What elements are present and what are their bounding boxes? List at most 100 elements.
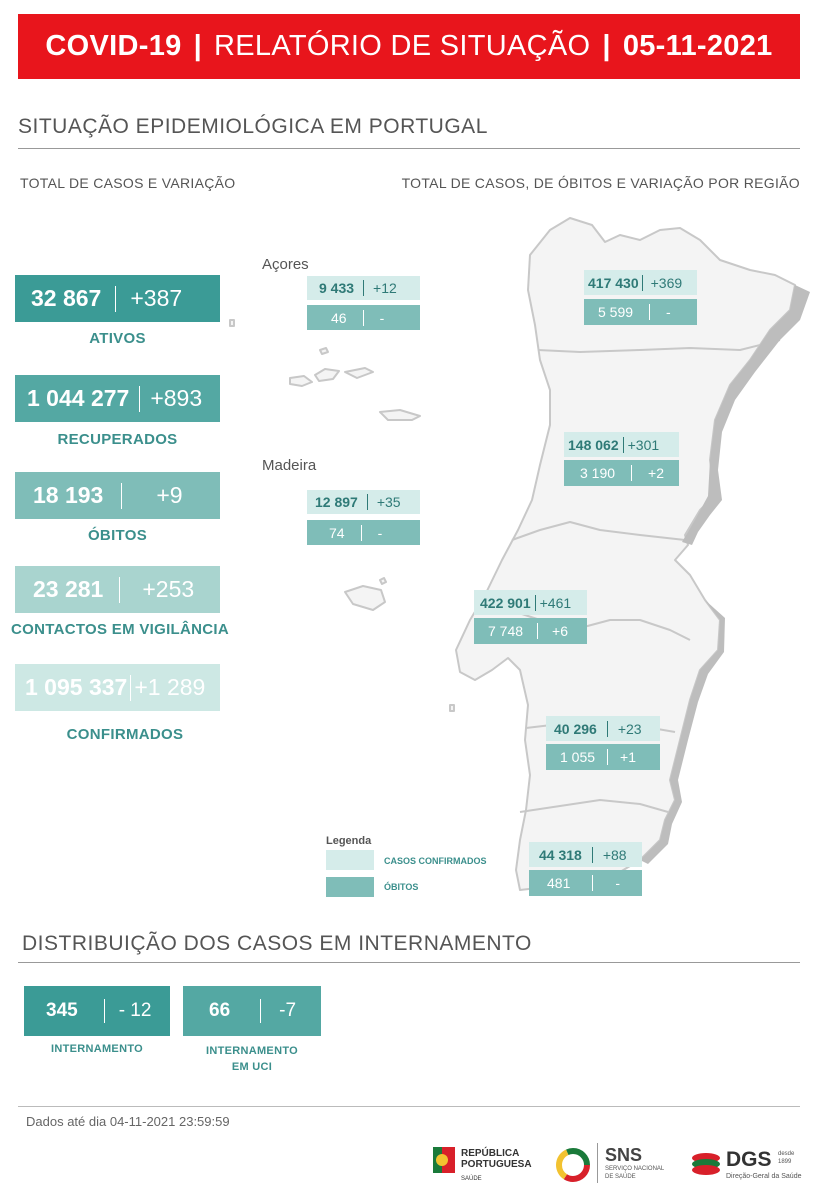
region-deaths-value: 7 748 [488,623,524,639]
azores-island [319,347,329,355]
region-border [537,339,781,353]
azores-island [379,409,421,421]
kpi-value: 23 281 [33,576,104,602]
kpi-label-obitos: ÓBITOS [87,527,148,544]
dgs-text: DGS [726,1148,772,1171]
sns-text: SNS [605,1145,643,1165]
legend-label-confirmed: CASOS CONFIRMADOS [384,856,487,866]
region-deaths-delta: +1 [620,749,637,765]
region-norte-deaths: 5 599 - [584,299,697,325]
region-divider [362,309,364,326]
region-border [511,521,686,541]
portugal-map [229,217,810,891]
legend-swatch-deaths [326,877,374,897]
region-cases-value: 12 897 [315,494,358,510]
hospital-delta: -7 [279,1000,297,1021]
kpi-divider [130,674,132,701]
azores-island [229,319,235,327]
region-cases-value: 417 430 [588,274,639,291]
region-madeira-deaths: 74 - [307,520,420,545]
kpi-label-confirmados: CONFIRMADOS [66,726,184,743]
hospital-value: 66 [209,1000,231,1021]
region-cases-value: 148 062 [568,436,619,453]
kpi-delta: +9 [156,482,183,508]
kpi-value: 1 095 337 [25,674,128,700]
region-acores-deaths: 46 - [307,305,420,330]
section-divider [18,148,800,149]
region-divider [537,623,539,639]
kpi-value: 32 867 [31,285,102,311]
hospital-label-internamento: INTERNAMENTO [24,1041,170,1057]
sns-line2: DE SAÚDE [605,1174,636,1180]
kpi-label-recuperados: RECUPERADOS [57,431,178,448]
madeira-island [449,704,455,712]
sns-line1: SERVIÇO NACIONAL [605,1166,665,1172]
legend-label-deaths: ÓBITOS [384,882,419,892]
azores-island [289,375,313,387]
label-madeira: Madeira [262,457,317,474]
region-deaths-value: 74 [329,524,345,541]
region-cases-value: 44 318 [539,846,582,863]
region-alentejo-cases: 40 296 +23 [546,716,660,741]
region-lvt-cases: 422 901 +461 [474,590,587,615]
region-centro-deaths: 3 190 +2 [564,460,679,486]
dgs-subtitle: Direção-Geral da Saúde [726,1173,802,1180]
region-madeira-cases: 12 897 +35 [307,490,420,514]
flag-shield-icon [433,1147,455,1173]
kpi-value: 18 193 [33,482,104,508]
section-title-epidemiological: SITUAÇÃO EPIDEMIOLÓGICA EM PORTUGAL [18,115,488,138]
header-subtitle: RELATÓRIO DE SITUAÇÃO [214,30,591,62]
subheading-regions: TOTAL DE CASOS, DE ÓBITOS E VARIAÇÃO POR… [401,175,800,191]
kpi-delta: +387 [130,285,183,311]
region-lvt-deaths: 7 748 +6 [474,618,587,644]
republica-portuguesa-logo: REPÚBLICA PORTUGUESA SAÚDE [433,1145,543,1185]
region-deaths-value: 46 [331,309,347,326]
hospital-label-uci: INTERNAMENTO EM UCI [183,1043,321,1075]
kpi-divider [139,385,141,412]
region-divider [592,875,594,891]
footer-divider [18,1106,800,1107]
hospital-value: 345 [46,1000,78,1021]
coast-shadow [682,285,810,545]
region-divider [366,494,368,510]
subheading-total-cases: TOTAL DE CASOS E VARIAÇÃO [20,175,236,191]
report-header: COVID-19 | RELATÓRIO DE SITUAÇÃO | 05-11… [18,14,800,79]
region-cases-value: 40 296 [554,720,597,737]
region-algarve-cases: 44 318 +88 [529,842,642,867]
hospital-uci: 66 -7 [183,986,321,1036]
kpi-contactos: 23 281 +253 [15,566,220,613]
region-cases-delta: +23 [617,720,642,737]
region-cases-delta: +35 [376,494,401,510]
hospital-internamento: 345 - 12 [24,986,170,1036]
region-cases-delta: +461 [539,594,572,611]
header-separator: | [193,30,203,62]
region-deaths-delta: - [377,524,383,541]
azores-island [314,368,340,382]
sns-logo: SNS SERVIÇO NACIONAL DE SAÚDE [553,1143,673,1187]
region-deaths-value: 3 190 [580,465,616,481]
region-deaths-delta: +6 [552,623,569,639]
region-cases-delta: +12 [373,280,397,296]
region-deaths-value: 481 [547,875,571,891]
dgs-year: 1899 [778,1159,792,1165]
region-cases-delta: +301 [627,436,660,453]
kpi-divider [121,482,123,509]
hospital-delta: - 12 [118,1000,152,1021]
region-divider [591,846,593,863]
region-deaths-delta: - [615,875,621,891]
region-divider [641,274,643,291]
region-cases-delta: +369 [650,274,683,291]
region-divider [363,280,365,296]
coast-shadow [640,600,725,864]
header-separator: | [602,30,611,62]
republica-line3: SAÚDE [461,1176,482,1182]
region-divider [360,524,362,541]
region-divider [606,720,608,737]
kpi-divider [119,576,121,603]
kpi-label-contactos: CONTACTOS EM VIGILÂNCIA [10,621,229,638]
hospital-label-line: INTERNAMENTO [50,1043,143,1055]
hospital-divider [260,999,262,1023]
hospital-label-line: INTERNAMENTO [205,1045,298,1057]
header-title: COVID-19 [45,30,182,62]
kpi-delta: +253 [142,576,195,602]
